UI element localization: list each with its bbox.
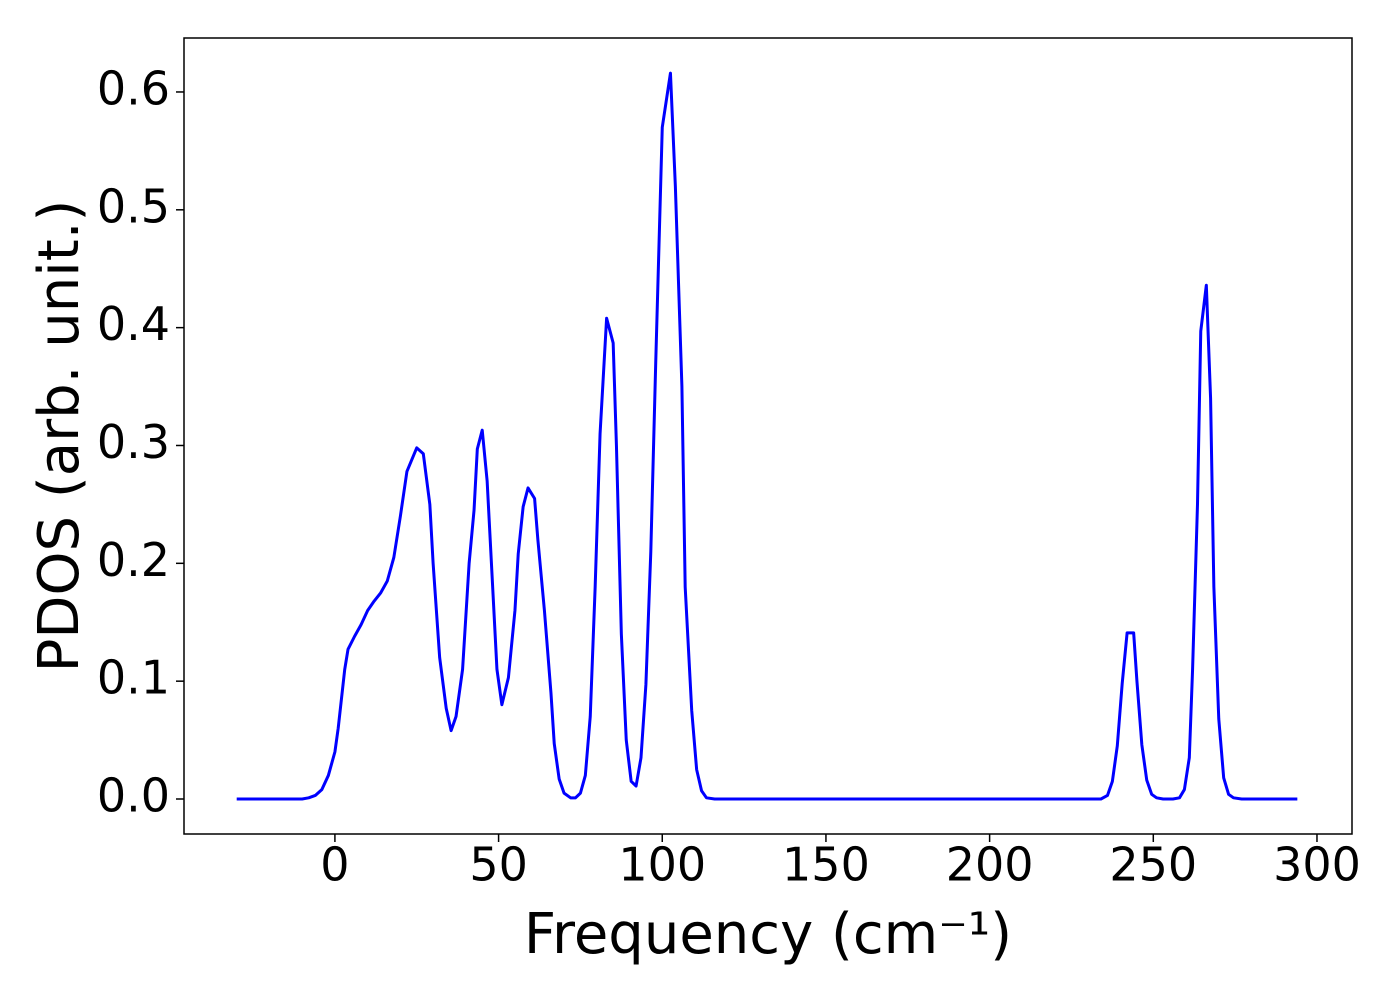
x-tick-label: 100 [618, 838, 706, 892]
y-tick-label: 0.6 [97, 61, 170, 115]
x-tick-label: 300 [1273, 838, 1361, 892]
y-tick-label: 0.4 [97, 297, 170, 351]
x-tick-label: 250 [1109, 838, 1197, 892]
y-tick-label: 0.3 [97, 415, 170, 469]
y-tick-label: 0.2 [97, 533, 170, 587]
y-tick-label: 0.0 [97, 769, 170, 823]
x-tick-label: 200 [946, 838, 1034, 892]
x-tick-label: 50 [469, 838, 528, 892]
x-tick-label: 150 [782, 838, 870, 892]
y-tick-label: 0.5 [97, 179, 170, 233]
x-axis-label: Frequency (cm⁻¹) [524, 902, 1012, 967]
y-axis-label: PDOS (arb. unit.) [27, 200, 92, 673]
y-tick-label: 0.1 [97, 651, 170, 705]
plot-frame [183, 37, 1353, 835]
x-tick-label: 0 [320, 838, 349, 892]
line-series [236, 71, 1298, 801]
